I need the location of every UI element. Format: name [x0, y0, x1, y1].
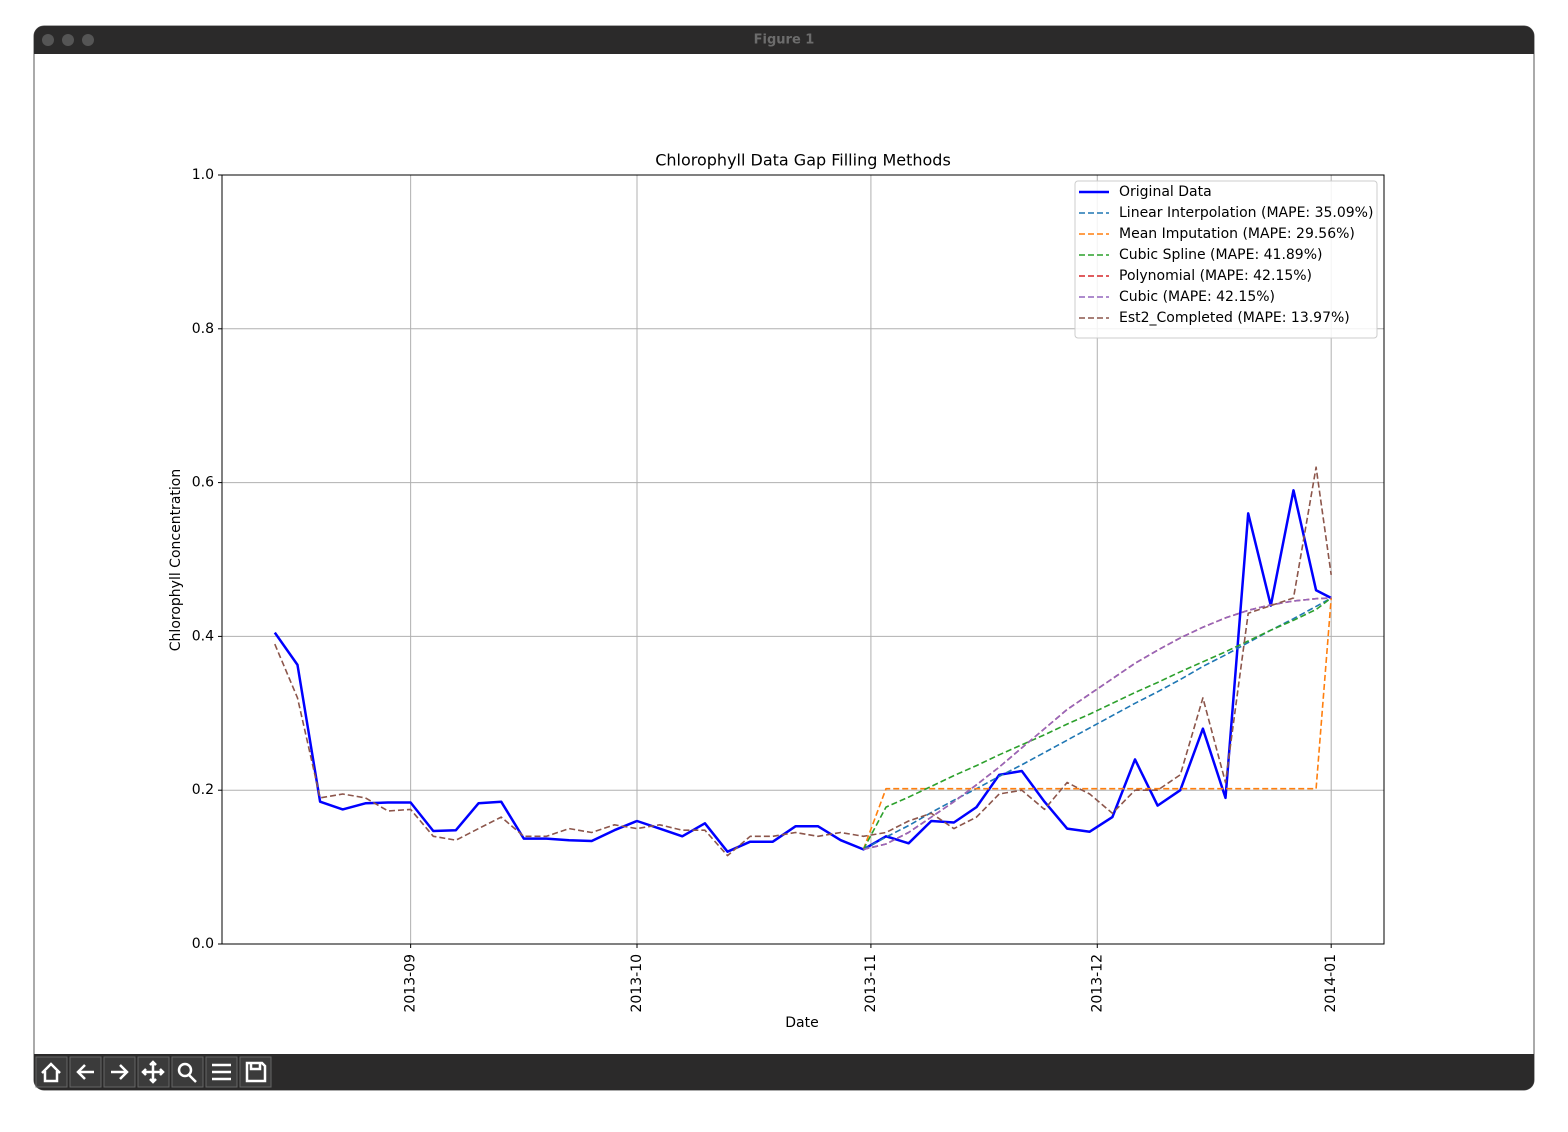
pan-button[interactable] [137, 1056, 170, 1088]
legend-label: Original Data [1119, 184, 1212, 200]
y-tick-label: 0.0 [192, 936, 214, 952]
series-line [274, 466, 1332, 857]
legend-label: Linear Interpolation (MAPE: 35.09%) [1119, 205, 1373, 221]
legend-label: Cubic (MAPE: 42.15%) [1119, 289, 1275, 305]
y-tick-label: 0.2 [192, 782, 214, 798]
close-button[interactable] [42, 34, 54, 46]
plot-frame [221, 174, 1385, 945]
x-tick-label: 2013-11 [863, 954, 879, 1013]
x-axis-label: Date [785, 1015, 818, 1031]
x-tick-label: 2013-12 [1089, 954, 1105, 1013]
legend-label: Polynomial (MAPE: 42.15%) [1119, 268, 1312, 284]
x-tick-label: 2013-09 [403, 954, 419, 1013]
series-line [862, 597, 1332, 850]
plot-area: 0.0 0.2 0.4 0.6 0.8 1.0 2013-09 2013-10 2013-11 2… [192, 167, 1385, 1013]
y-tick-label: 0.6 [192, 475, 214, 491]
chart-title: Chlorophyll Data Gap Filling Methods [655, 151, 951, 170]
configure-button[interactable] [205, 1056, 238, 1088]
home-button[interactable] [35, 1056, 68, 1088]
x-tick-label: 2013-10 [629, 954, 645, 1013]
legend-label: Mean Imputation (MAPE: 29.56%) [1119, 226, 1355, 242]
legend-label: Est2_Completed (MAPE: 13.97%) [1119, 310, 1350, 326]
series-line [273, 489, 1332, 853]
forward-button[interactable] [103, 1056, 136, 1088]
zoom-tool-button[interactable] [171, 1056, 204, 1088]
series-line [862, 597, 1332, 850]
y-tick-label: 0.4 [192, 628, 214, 644]
y-tick-label: 0.8 [192, 321, 214, 337]
save-button[interactable] [239, 1056, 272, 1088]
toolbar [34, 1054, 1534, 1090]
window-title: Figure 1 [754, 33, 815, 48]
y-tick-label: 1.0 [192, 167, 214, 183]
x-tick-label: 2014-01 [1323, 954, 1339, 1013]
minimize-button[interactable] [62, 34, 74, 46]
series-line [863, 597, 1332, 851]
zoom-button[interactable] [82, 34, 94, 46]
back-button[interactable] [69, 1056, 102, 1088]
y-axis-label: Chlorophyll Concentration [168, 469, 184, 651]
series-line [863, 597, 1332, 851]
title-bar [34, 26, 1534, 54]
legend-label: Cubic Spline (MAPE: 41.89%) [1119, 247, 1322, 263]
legend-box [1074, 180, 1378, 339]
